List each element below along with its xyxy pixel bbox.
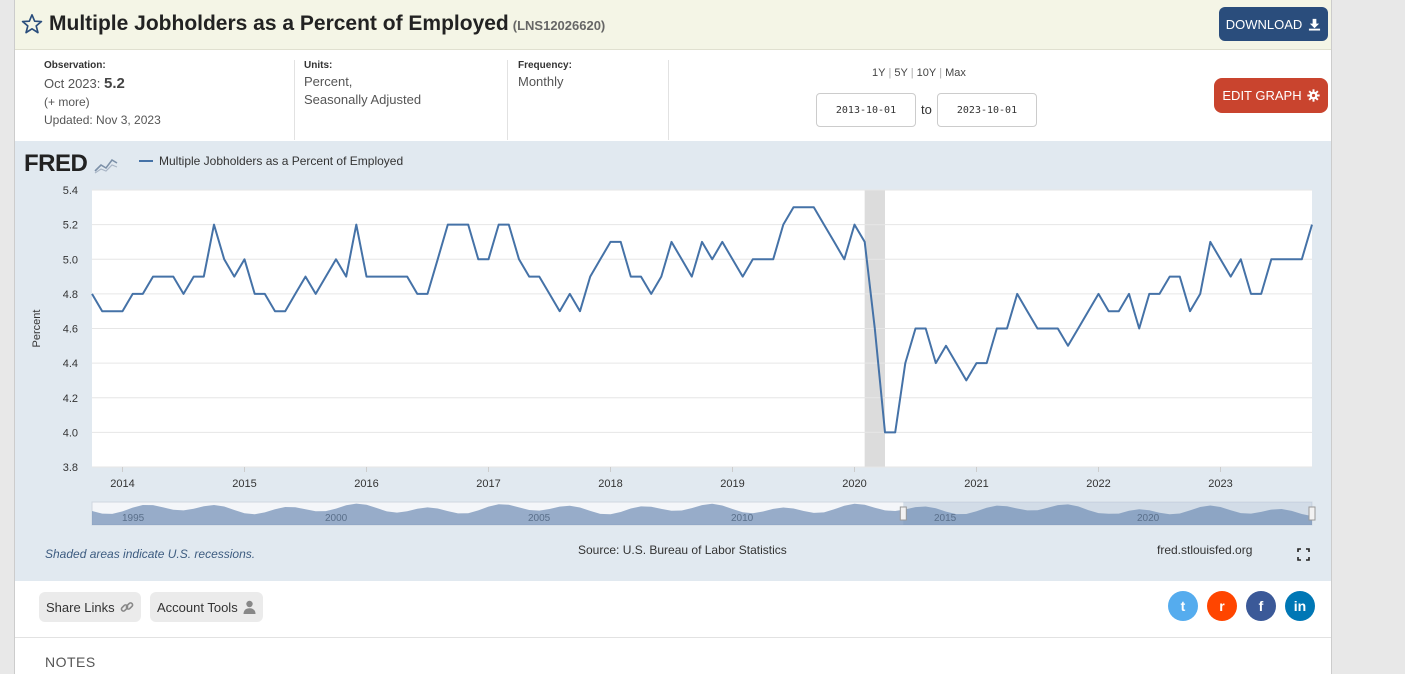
series-title: Multiple Jobholders as a Percent of Empl… xyxy=(49,12,509,35)
y-tick-label: 3.8 xyxy=(63,462,78,474)
x-tick-label: 2015 xyxy=(232,478,256,490)
range-options: 1Y | 5Y | 10Y | Max xyxy=(872,67,966,79)
end-date-input[interactable]: 2023-10-01 xyxy=(937,93,1037,127)
twitter-icon[interactable]: t xyxy=(1168,591,1198,621)
navigator-label: 2000 xyxy=(325,513,348,524)
y-tick-label: 5.4 xyxy=(63,185,78,197)
graph-area: FRED Multiple Jobholders as a Percent of… xyxy=(15,141,1331,581)
x-tick-label: 2017 xyxy=(476,478,500,490)
start-date-input[interactable]: 2013-10-01 xyxy=(816,93,916,127)
fred-chart-icon xyxy=(93,158,117,174)
navigator-handle-left[interactable] xyxy=(899,506,907,521)
y-tick-label: 4.2 xyxy=(63,393,78,405)
fred-logo-text: FRED xyxy=(24,150,88,177)
edit-graph-label: EDIT GRAPH xyxy=(1222,88,1302,103)
observation-block: Observation: Oct 2023: 5.2 (+ more) Upda… xyxy=(44,60,161,129)
range-5y[interactable]: 5Y xyxy=(894,67,908,79)
units-block: Units: Percent, Seasonally Adjusted xyxy=(304,60,421,109)
fullscreen-icon[interactable] xyxy=(1297,548,1310,561)
range-10y[interactable]: 10Y xyxy=(916,67,937,79)
line-chart[interactable]: 3.8 4.0 4.2 4.4 4.6 4.8 5.0 5.2 5.4 2014 2015 2016 2… xyxy=(15,141,1333,536)
frequency-value: Monthly xyxy=(518,74,564,89)
series-line xyxy=(91,206,1313,434)
range-1y[interactable]: 1Y xyxy=(872,67,886,79)
fred-logo: FRED xyxy=(24,150,118,178)
download-label: DOWNLOAD xyxy=(1225,16,1303,32)
navigator-label: 2010 xyxy=(731,513,754,524)
y-axis-label: Percent xyxy=(31,310,43,348)
footer-divider xyxy=(15,637,1331,638)
units-line-1: Percent, xyxy=(304,74,353,89)
reddit-glyph: r xyxy=(1219,598,1225,614)
x-tick-label: 2016 xyxy=(354,478,378,490)
units-label: Units: xyxy=(304,60,333,71)
reddit-icon[interactable]: r xyxy=(1207,591,1237,621)
chart-legend: Multiple Jobholders as a Percent of Empl… xyxy=(139,154,403,168)
account-tools-button[interactable]: Account Tools xyxy=(150,592,263,622)
title-bar: Multiple Jobholders as a Percent of Empl… xyxy=(15,0,1331,50)
edit-graph-button[interactable]: EDIT GRAPH xyxy=(1214,78,1328,113)
x-tick-label: 2021 xyxy=(964,478,988,490)
units-line-2: Seasonally Adjusted xyxy=(304,92,422,107)
observation-row: Oct 2023: 5.2 xyxy=(44,75,161,93)
x-tick-label: 2019 xyxy=(720,478,744,490)
share-links-label: Share Links xyxy=(46,599,115,615)
navigator-label: 2020 xyxy=(1137,513,1160,524)
y-tick-label: 4.4 xyxy=(63,358,78,370)
navigator-label: 1995 xyxy=(122,513,145,524)
download-button[interactable]: DOWNLOAD xyxy=(1219,7,1328,41)
gear-icon xyxy=(1306,89,1320,102)
meta-divider xyxy=(668,60,669,140)
y-tick-label: 4.8 xyxy=(63,289,78,301)
link-icon xyxy=(120,602,134,612)
observation-label: Observation: xyxy=(44,60,106,71)
meta-divider xyxy=(294,60,295,140)
range-max[interactable]: Max xyxy=(945,67,966,79)
linkedin-glyph: in xyxy=(1293,598,1307,614)
series-id: (LNS12026620) xyxy=(512,18,606,33)
source-note: Source: U.S. Bureau of Labor Statistics xyxy=(578,543,787,557)
page-title: Multiple Jobholders as a Percent of Empl… xyxy=(49,12,605,36)
facebook-glyph: f xyxy=(1258,598,1264,614)
to-label: to xyxy=(921,102,932,117)
frequency-block: Frequency: Monthly xyxy=(518,60,572,91)
y-tick-label: 4.6 xyxy=(63,324,78,336)
download-icon xyxy=(1309,18,1321,31)
legend-label: Multiple Jobholders as a Percent of Empl… xyxy=(159,154,404,168)
user-icon xyxy=(243,600,256,614)
x-tick-label: 2020 xyxy=(842,478,866,490)
star-icon[interactable] xyxy=(21,13,43,35)
navigator-handle-right[interactable] xyxy=(1308,506,1316,521)
more-observations-link[interactable]: (+ more) xyxy=(44,95,90,109)
x-tick-label: 2018 xyxy=(598,478,622,490)
series-card: Multiple Jobholders as a Percent of Empl… xyxy=(14,0,1332,674)
observation-value: 5.2 xyxy=(104,75,125,92)
site-url[interactable]: fred.stlouisfed.org xyxy=(1157,543,1253,557)
notes-heading: NOTES xyxy=(45,654,96,670)
y-tick-label: 5.2 xyxy=(63,220,78,232)
x-tick-label: 2022 xyxy=(1086,478,1110,490)
y-tick-label: 4.0 xyxy=(63,427,78,439)
y-tick-label: 5.0 xyxy=(63,254,78,266)
x-tick-label: 2023 xyxy=(1208,478,1232,490)
x-tick-label: 2014 xyxy=(110,478,134,490)
frequency-label: Frequency: xyxy=(518,60,572,71)
recession-note: Shaded areas indicate U.S. recessions. xyxy=(45,547,256,561)
account-tools-label: Account Tools xyxy=(157,599,238,615)
twitter-glyph: t xyxy=(1180,598,1186,614)
observation-date: Oct 2023: xyxy=(44,76,101,91)
navigator-series xyxy=(92,503,1312,525)
linkedin-icon[interactable]: in xyxy=(1285,591,1315,621)
navigator-label: 2015 xyxy=(934,513,957,524)
updated-date: Updated: Nov 3, 2023 xyxy=(44,113,161,127)
meta-divider xyxy=(507,60,508,140)
facebook-icon[interactable]: f xyxy=(1246,591,1276,621)
legend-swatch xyxy=(139,160,153,162)
navigator-label: 2005 xyxy=(528,513,551,524)
share-links-button[interactable]: Share Links xyxy=(39,592,141,622)
